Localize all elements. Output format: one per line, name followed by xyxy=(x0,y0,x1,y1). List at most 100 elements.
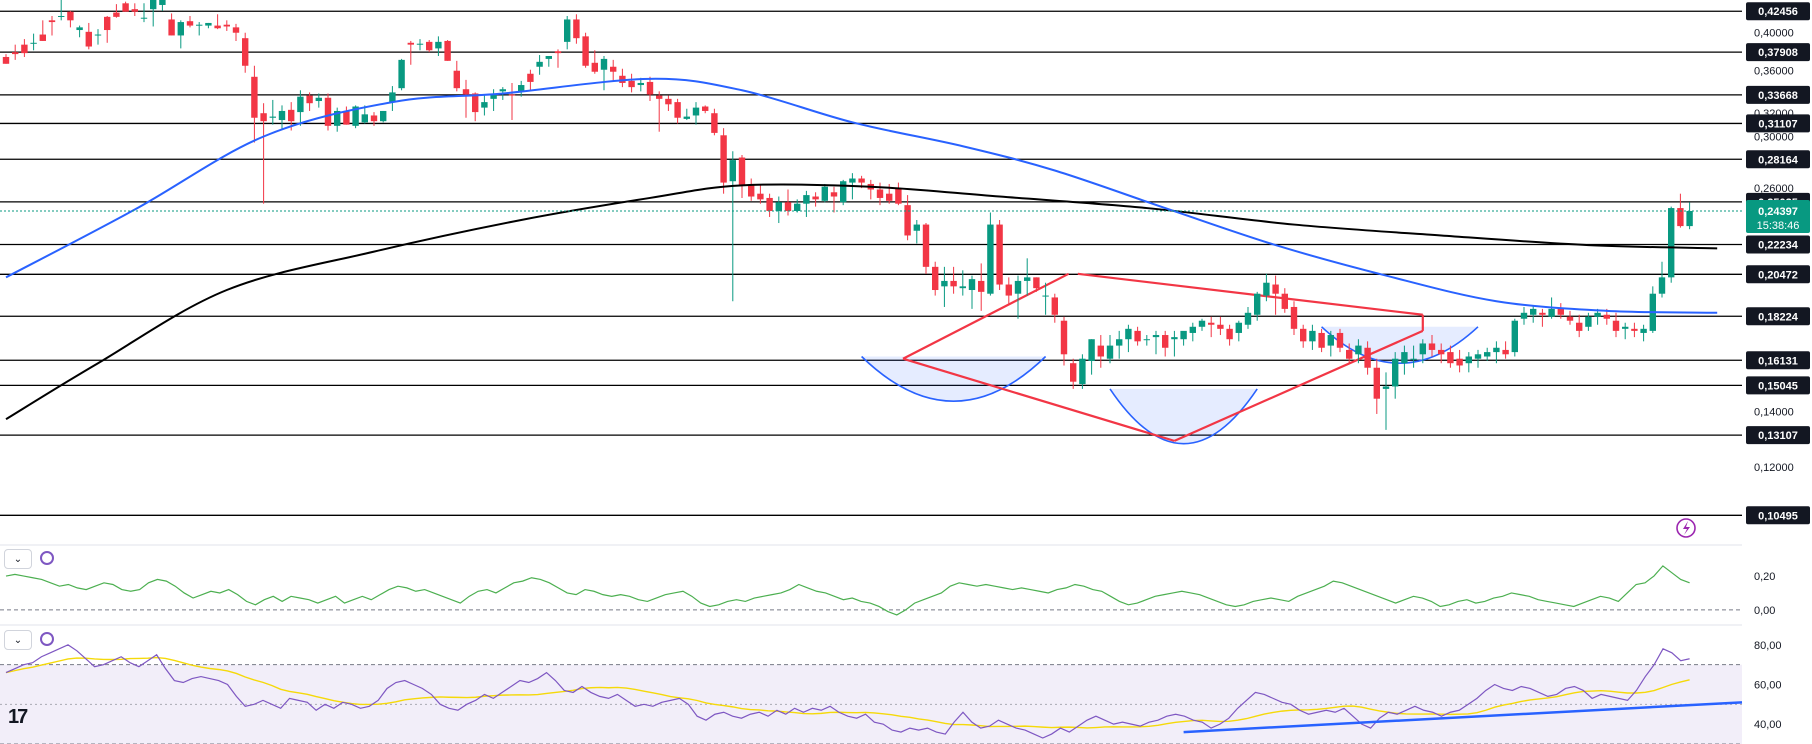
candle-body xyxy=(1419,343,1426,355)
candle-body xyxy=(370,115,378,122)
candle-body xyxy=(803,195,810,204)
tradingview-logo-icon: 17 xyxy=(8,706,28,728)
candle-body xyxy=(711,113,718,133)
candle-body xyxy=(1465,356,1472,364)
candle-body xyxy=(895,188,902,204)
level-label-text: 0,16131 xyxy=(1758,355,1798,367)
level-label-text: 0,20472 xyxy=(1758,269,1798,281)
candle-body xyxy=(1208,322,1215,325)
candle-body xyxy=(251,76,258,118)
current-price-box xyxy=(1746,200,1810,234)
current-price-label: 0,24397 15:38:46 xyxy=(1746,200,1810,234)
candle-body xyxy=(30,42,37,44)
candle-body xyxy=(821,186,828,201)
rsi-moving-average-line xyxy=(5,656,1690,729)
candle-body xyxy=(573,19,580,39)
candle-body xyxy=(334,110,341,126)
candle-body xyxy=(242,38,249,66)
candle-body xyxy=(1152,335,1160,338)
candle-body xyxy=(1346,349,1353,359)
candle-body xyxy=(260,113,267,122)
cup-arc xyxy=(861,355,1047,402)
candle-body xyxy=(324,97,332,126)
price-pane: 0,400000,360000,320000,300000,260000,140… xyxy=(0,0,1810,538)
candle-body xyxy=(1244,312,1252,325)
candle-body xyxy=(1364,347,1371,368)
candle-body xyxy=(1217,324,1224,329)
collapse-rsi-button[interactable]: ⌄ xyxy=(4,630,32,650)
candle-body xyxy=(1520,312,1528,319)
candle-body xyxy=(2,56,10,64)
level-label-box xyxy=(1746,235,1810,254)
candle-body xyxy=(1677,208,1684,227)
level-label-text: 0,33668 xyxy=(1758,90,1798,102)
candle-body xyxy=(720,135,727,183)
candle-body xyxy=(665,98,672,105)
candle-body xyxy=(1005,284,1012,296)
candle-body xyxy=(205,22,212,26)
candle-body xyxy=(978,280,985,292)
refresh-icon[interactable] xyxy=(40,551,54,565)
candle-body xyxy=(600,58,608,70)
candle-body xyxy=(315,97,322,102)
pattern-line xyxy=(902,357,1175,442)
candle-body xyxy=(508,94,516,96)
price-tick-label: 0,40000 xyxy=(1754,28,1794,40)
lightning-alert-icon[interactable] xyxy=(1676,518,1696,538)
candle-body xyxy=(932,266,939,291)
collapse-oscillator-button[interactable]: ⌄ xyxy=(4,549,32,569)
candle-body xyxy=(1539,312,1546,315)
candle-body xyxy=(1290,306,1298,329)
candle-body xyxy=(794,203,801,212)
candle-body xyxy=(407,42,414,45)
candle-body xyxy=(472,93,479,113)
candle-body xyxy=(1585,316,1592,327)
candle-body xyxy=(1162,335,1169,348)
candle-body xyxy=(830,192,838,197)
candle-body xyxy=(1373,367,1380,399)
candle-body xyxy=(104,16,111,31)
candle-body xyxy=(389,92,396,103)
level-label-box xyxy=(1746,376,1810,395)
candle-body xyxy=(922,224,930,267)
candle-body xyxy=(536,61,543,67)
level-label-text: 0,22234 xyxy=(1758,240,1799,252)
price-tick-label: 0,14000 xyxy=(1754,406,1794,418)
candle-body xyxy=(1548,308,1555,317)
candle-body xyxy=(196,24,203,26)
candle-body xyxy=(21,44,28,54)
candle-body xyxy=(1198,320,1206,327)
refresh-icon[interactable] xyxy=(40,632,54,646)
candle-body xyxy=(1336,332,1344,348)
candle-body xyxy=(959,286,966,289)
candle-body xyxy=(582,36,589,66)
candle-body xyxy=(913,224,920,231)
candle-body xyxy=(646,81,654,95)
candle-body xyxy=(288,109,295,122)
level-label-box xyxy=(1746,307,1810,326)
candle-body xyxy=(380,110,387,122)
candle-body xyxy=(1189,326,1196,333)
candle-body xyxy=(591,62,598,72)
current-price-value: 0,24397 xyxy=(1758,206,1798,218)
level-label-text: 0,15045 xyxy=(1758,380,1798,392)
oscillator-tick-label: 0,00 xyxy=(1754,605,1775,617)
candle-body xyxy=(729,160,736,182)
candle-body xyxy=(784,202,792,212)
rsi-trendline xyxy=(1183,701,1743,734)
price-tick-label: 0,12000 xyxy=(1754,462,1794,474)
level-label-text: 0,42456 xyxy=(1758,6,1798,18)
candle-body xyxy=(232,27,240,33)
candle-body xyxy=(987,224,994,294)
candle-body xyxy=(122,3,129,12)
candle-body xyxy=(1042,295,1049,297)
candle-body xyxy=(168,19,175,36)
rsi-tick-label: 60,00 xyxy=(1754,680,1782,692)
candle-body xyxy=(766,197,773,212)
candle-body xyxy=(278,110,286,121)
candle-body xyxy=(1263,282,1270,296)
candle-body xyxy=(462,89,470,95)
candle-body xyxy=(76,27,83,31)
candle-body xyxy=(1060,320,1068,355)
